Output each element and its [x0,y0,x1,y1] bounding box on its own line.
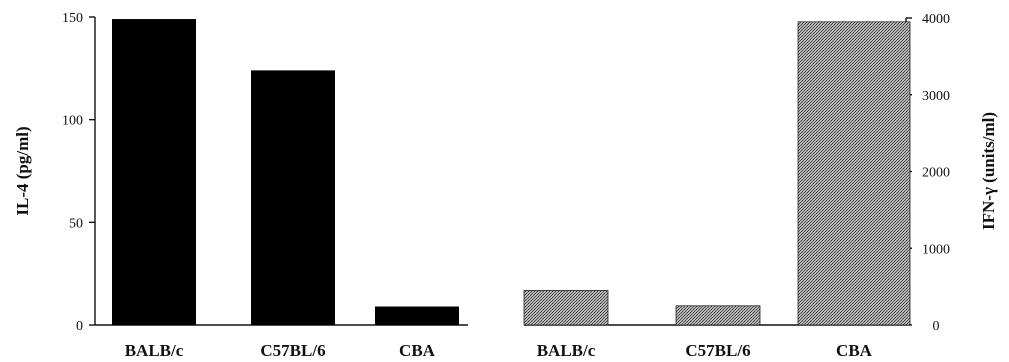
il4-panel: 0 50 100 150 BALB/c C57BL/6 CBA IL-4 (pg/ml) [13,11,468,360]
ifng-category-label: BALB/c [537,341,596,360]
il4-y-ticks: 0 50 100 150 [62,11,95,334]
il4-category-labels: BALB/c C57BL/6 CBA [125,341,436,360]
ifng-category-label: CBA [836,341,873,360]
il4-bar-cba [375,306,459,325]
ifng-bars [523,21,911,326]
ifng-category-label: C57BL/6 [685,341,750,360]
ifng-y-tick-label: 4000 [922,12,950,27]
il4-bars [112,19,459,326]
ifng-y-tick-label: 0 [933,319,940,334]
ifng-panel: 0 1000 2000 3000 4000 BALB/c C57BL/6 CBA IFN-γ… [523,12,998,360]
il4-category-label: CBA [399,341,436,360]
il4-category-label: BALB/c [125,341,184,360]
ifng-bar-balb-c [523,290,609,326]
ifng-y-ticks: 0 1000 2000 3000 4000 [906,12,950,334]
il4-y-tick-label: 100 [62,114,83,129]
ifng-axis-title: IFN-γ (units/ml) [979,112,998,230]
ifng-y-tick-label: 2000 [922,166,950,181]
il4-y-tick-label: 0 [76,319,83,334]
ifng-bar-cba [797,21,911,326]
il4-category-label: C57BL/6 [260,341,325,360]
il4-axis-title: IL-4 (pg/ml) [13,126,32,215]
ifng-y-tick-label: 3000 [922,89,950,104]
il4-y-tick-label: 50 [69,216,83,231]
il4-bar-balb-c [112,19,196,325]
il4-y-tick-label: 150 [62,11,83,26]
ifng-y-tick-label: 1000 [922,242,950,257]
ifng-bar-c57bl-6 [675,305,761,326]
ifng-category-labels: BALB/c C57BL/6 CBA [537,341,873,360]
il4-bar-c57bl-6 [251,70,335,326]
